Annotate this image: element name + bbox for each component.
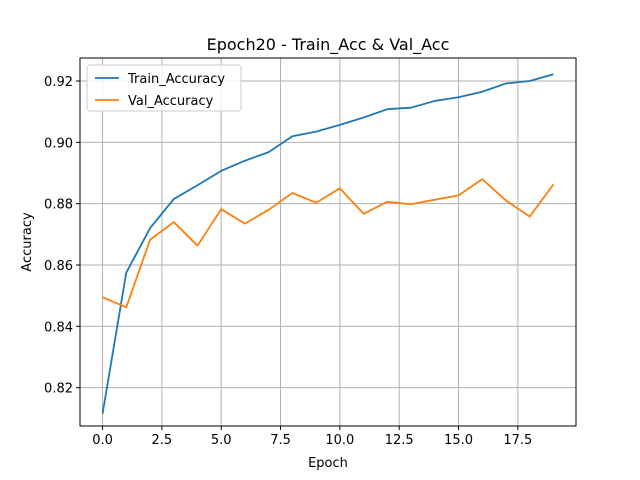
x-tick-label: 10.0: [325, 433, 354, 448]
x-tick-label: 2.5: [152, 433, 173, 448]
grid: [80, 58, 576, 426]
y-tick-label: 0.82: [44, 382, 73, 397]
y-tick-label: 0.84: [44, 320, 73, 335]
chart-title: Epoch20 - Train_Acc & Val_Acc: [207, 35, 450, 55]
x-tick-label: 5.0: [211, 433, 232, 448]
series-line-train-accuracy: [101, 73, 554, 414]
axis-ticks: 0.0 2.5 5.0 7.5 10.0 12.5 15.0 17.5 0.82 0.84 0.86…: [44, 75, 532, 448]
y-tick-label: 0.90: [44, 136, 73, 151]
legend-label-train-accuracy: Train_Accuracy: [127, 72, 225, 87]
legend-label-val-accuracy: Val_Accuracy: [128, 94, 214, 109]
legend: Train_Accuracy Val_Accuracy: [86, 64, 242, 112]
y-axis-label: Accuracy: [20, 212, 35, 272]
x-tick-label: 17.5: [503, 433, 532, 448]
plot-frame: [79, 57, 577, 427]
legend-box: [86, 64, 242, 112]
x-tick-label: 7.5: [270, 433, 291, 448]
series-lines: [101, 73, 555, 414]
y-tick-label: 0.86: [44, 259, 73, 274]
y-tick-label: 0.88: [44, 198, 73, 213]
x-tick-label: 15.0: [444, 433, 473, 448]
x-axis-label: Epoch: [308, 456, 348, 471]
x-tick-label: 12.5: [385, 433, 414, 448]
x-tick-label: 0.0: [92, 433, 113, 448]
y-tick-label: 0.92: [44, 75, 73, 90]
series-line-val-accuracy: [102, 178, 555, 309]
